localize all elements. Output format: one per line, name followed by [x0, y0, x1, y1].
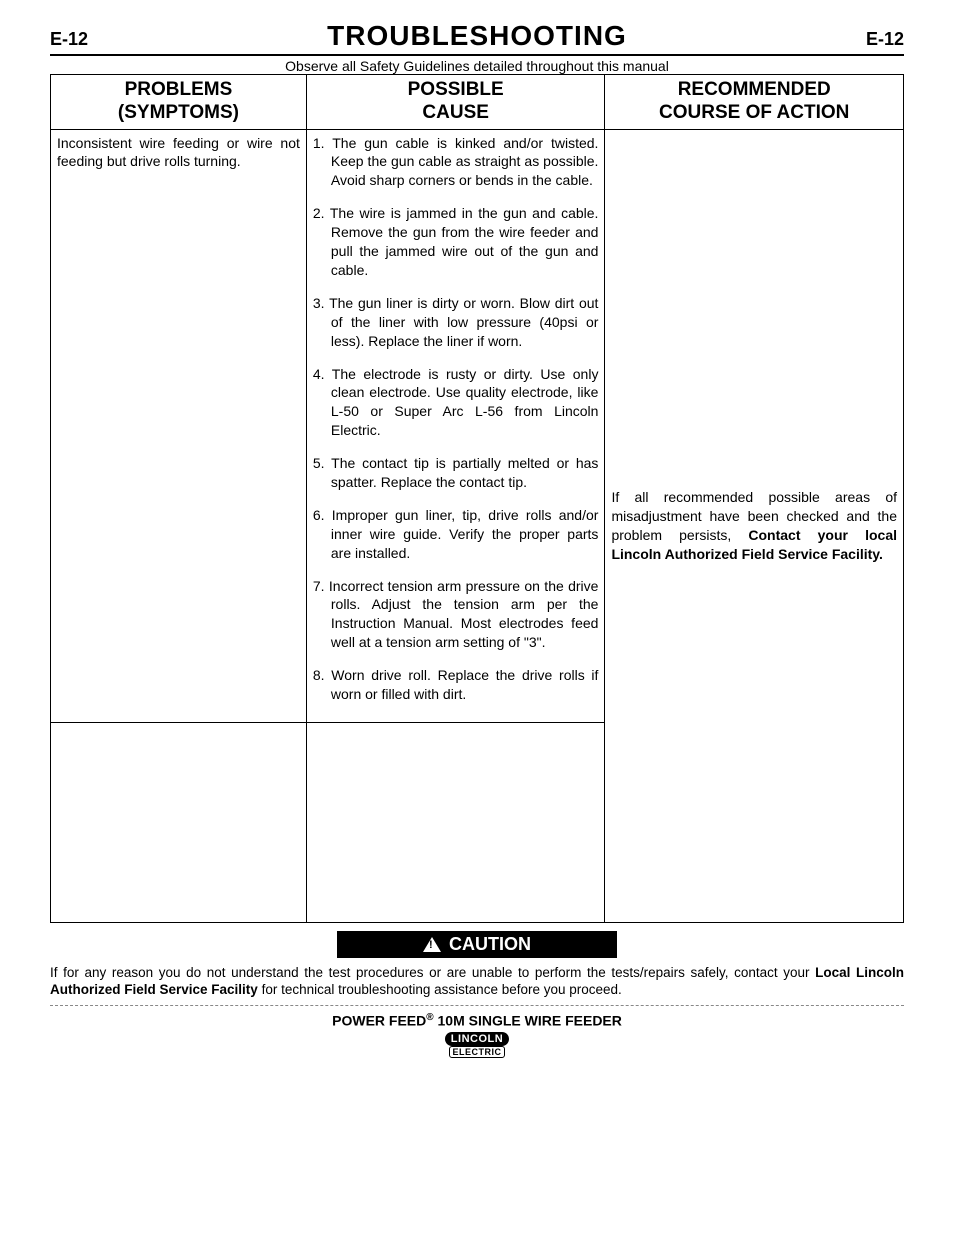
symptom-cell: Inconsistent wire feeding or wire not fe… — [51, 129, 307, 722]
registered-mark: ® — [426, 1012, 433, 1023]
cause-item: 6. Improper gun liner, tip, drive rolls … — [313, 506, 599, 563]
table-row: Inconsistent wire feeding or wire not fe… — [51, 129, 904, 722]
cause-item: 2. The wire is jammed in the gun and cab… — [313, 204, 599, 280]
logo-top-text: LINCOLN — [451, 1033, 503, 1045]
header-action-line1: RECOMMENDED — [678, 79, 831, 100]
caution-text-pre: If for any reason you do not understand … — [50, 965, 815, 980]
page-number-right: E-12 — [866, 29, 904, 50]
empty-cause-cell — [306, 722, 605, 922]
cause-item: 3. The gun liner is dirty or worn. Blow … — [313, 294, 599, 351]
cause-item: 8. Worn drive roll. Replace the drive ro… — [313, 666, 599, 704]
causes-cell: 1. The gun cable is kinked and/or twiste… — [306, 129, 605, 722]
header-action-line2: COURSE OF ACTION — [659, 102, 849, 123]
header-problems-line2: (SYMPTOMS) — [118, 102, 239, 123]
page-header: E-12 TROUBLESHOOTING E-12 — [50, 20, 904, 56]
header-cause-line1: POSSIBLE — [408, 79, 504, 100]
table-header-row: PROBLEMS (SYMPTOMS) POSSIBLE CAUSE RECOM… — [51, 75, 904, 130]
recommendation-cell: If all recommended possible areas of mis… — [605, 129, 904, 922]
header-problems-line1: PROBLEMS — [125, 79, 233, 100]
cause-item: 5. The contact tip is partially melted o… — [313, 454, 599, 492]
safety-guideline-text: Observe all Safety Guidelines detailed t… — [50, 58, 904, 74]
empty-symptom-cell — [51, 722, 307, 922]
dashed-divider — [50, 1005, 904, 1006]
cause-item: 7. Incorrect tension arm pressure on the… — [313, 577, 599, 653]
page-footer: POWER FEED® 10M SINGLE WIRE FEEDER LINCO… — [50, 1012, 904, 1058]
cause-item: 4. The electrode is rusty or dirty. Use … — [313, 365, 599, 441]
header-cause-line2: CAUSE — [422, 102, 489, 123]
warning-triangle-icon — [423, 937, 441, 952]
logo-sub-text: ELECTRIC — [449, 1046, 505, 1058]
footer-product-pre: POWER FEED — [332, 1013, 426, 1029]
lincoln-logo-icon: LINCOLN — [445, 1032, 509, 1046]
caution-banner: CAUTION — [337, 931, 617, 958]
caution-paragraph: If for any reason you do not understand … — [50, 964, 904, 999]
caution-text-post: for technical troubleshooting assistance… — [258, 982, 622, 997]
footer-product-post: 10M SINGLE WIRE FEEDER — [434, 1013, 622, 1029]
causes-list: 1. The gun cable is kinked and/or twiste… — [313, 134, 599, 704]
header-action: RECOMMENDED COURSE OF ACTION — [605, 75, 904, 130]
header-cause: POSSIBLE CAUSE — [306, 75, 605, 130]
page-title: TROUBLESHOOTING — [327, 20, 627, 52]
caution-label: CAUTION — [449, 934, 531, 955]
page-number-left: E-12 — [50, 29, 88, 50]
header-problems: PROBLEMS (SYMPTOMS) — [51, 75, 307, 130]
troubleshooting-table: PROBLEMS (SYMPTOMS) POSSIBLE CAUSE RECOM… — [50, 74, 904, 923]
cause-item: 1. The gun cable is kinked and/or twiste… — [313, 134, 599, 191]
